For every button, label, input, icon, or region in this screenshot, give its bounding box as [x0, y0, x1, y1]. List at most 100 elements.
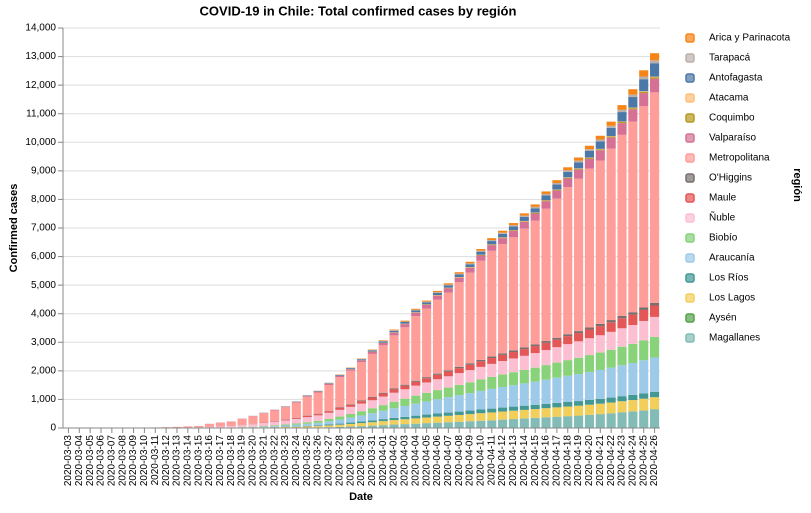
bar-segment [357, 411, 366, 415]
bar-segment [303, 426, 312, 427]
bar-segment [531, 221, 540, 345]
bar-segment [531, 353, 540, 368]
x-tick-label: 2020-03-11 [150, 435, 161, 486]
bar-segment [650, 392, 659, 397]
bar-segment [541, 380, 550, 404]
bar-segment [487, 238, 496, 240]
bar-segment [476, 413, 485, 421]
x-tick-label: 2020-03-03 [63, 435, 74, 487]
bar-segment [487, 245, 496, 251]
bar-segment [346, 404, 355, 405]
bar-segment [465, 363, 474, 364]
bar-segment [520, 410, 529, 419]
bar-segment [400, 424, 409, 428]
y-tick-label: 3,000 [31, 337, 56, 348]
bar-segment [390, 330, 399, 331]
bar-segment [487, 412, 496, 420]
bar-segment [281, 407, 290, 408]
y-tick-label: 2,000 [31, 365, 56, 376]
bar-segment [390, 420, 399, 424]
bar-segment [650, 92, 659, 303]
bar-segment [324, 411, 333, 413]
y-tick-label: 14,000 [25, 23, 56, 34]
bar-segment [400, 324, 409, 327]
x-tick-label: 2020-04-24 [628, 435, 639, 487]
bar-segment [444, 416, 453, 422]
bar-segment [617, 135, 626, 316]
bar-segment [455, 395, 464, 411]
legend-label: Magallanes [709, 333, 760, 344]
bar-segment [444, 285, 453, 286]
x-tick-label: 2020-04-19 [573, 435, 584, 487]
bar-segment [346, 423, 355, 424]
bar-segment [639, 91, 648, 92]
legend-label: Antofagasta [709, 73, 763, 84]
y-tick-label: 9,000 [31, 165, 56, 176]
bar-segment [563, 179, 572, 188]
bar-segment [216, 423, 225, 426]
bar-segment [628, 108, 637, 109]
x-tick-label: 2020-04-17 [552, 435, 563, 487]
bar-segment [259, 423, 268, 426]
legend-label: Maule [709, 193, 737, 204]
bar-segment [531, 405, 540, 409]
bar-segment [259, 427, 268, 428]
bar-segment [379, 419, 388, 421]
bar-segment [346, 418, 355, 423]
legend-symbol [686, 94, 694, 102]
bar-segment [248, 416, 257, 423]
bar-segment [574, 169, 583, 170]
bar-segment [487, 364, 496, 377]
bar-segment [487, 409, 496, 413]
bar-segment [379, 405, 388, 411]
x-tick-label: 2020-04-13 [508, 435, 519, 487]
bar-segment [487, 420, 496, 428]
x-tick-label: 2020-03-07 [106, 435, 117, 487]
bar-segment [411, 418, 420, 423]
bar-segment [444, 397, 453, 412]
x-tick-label: 2020-04-05 [421, 435, 432, 487]
bar-segment [596, 326, 605, 335]
bar-segment [346, 407, 355, 414]
bar-segment [368, 397, 377, 398]
bar-segment [498, 234, 507, 237]
bar-segment [617, 122, 626, 123]
bar-segment [628, 108, 637, 109]
bar-segment [509, 407, 518, 411]
y-tick-label: 13,000 [25, 51, 56, 62]
bar-segment [617, 105, 626, 110]
bar-segment [465, 264, 474, 267]
bar-segment [455, 415, 464, 422]
bar-segment [400, 406, 409, 417]
legend-symbol [686, 294, 694, 302]
bar-segment [617, 123, 626, 135]
y-tick-label: 6,000 [31, 251, 56, 262]
bar-segment [596, 141, 605, 148]
bar-segment [303, 416, 312, 417]
bar-segment [303, 417, 312, 422]
legend-label: Tarapacá [709, 53, 751, 64]
bar-segment [303, 424, 312, 426]
bar-segment [574, 416, 583, 428]
y-tick-label: 11,000 [26, 108, 56, 119]
bar-segment [476, 360, 485, 361]
bar-segment [552, 363, 561, 378]
bar-segment [509, 350, 518, 352]
bar-segment [509, 225, 518, 226]
x-tick-label: 2020-03-28 [334, 435, 345, 487]
legend-symbol [686, 54, 694, 62]
bar-segment [335, 425, 344, 427]
bar-segment [281, 420, 290, 424]
bar-segment [335, 376, 344, 377]
y-tick-label: 8,000 [31, 194, 56, 205]
bar-segment [476, 255, 485, 260]
bar-segment [455, 385, 464, 395]
bar-segment [270, 422, 279, 426]
bar-segment [552, 190, 561, 191]
legend-label: Aysén [709, 313, 737, 324]
bar-segment [585, 405, 594, 415]
bar-segment [390, 402, 399, 409]
bar-segment [650, 317, 659, 337]
bar-segment [585, 149, 594, 151]
bar-segment [628, 97, 637, 108]
